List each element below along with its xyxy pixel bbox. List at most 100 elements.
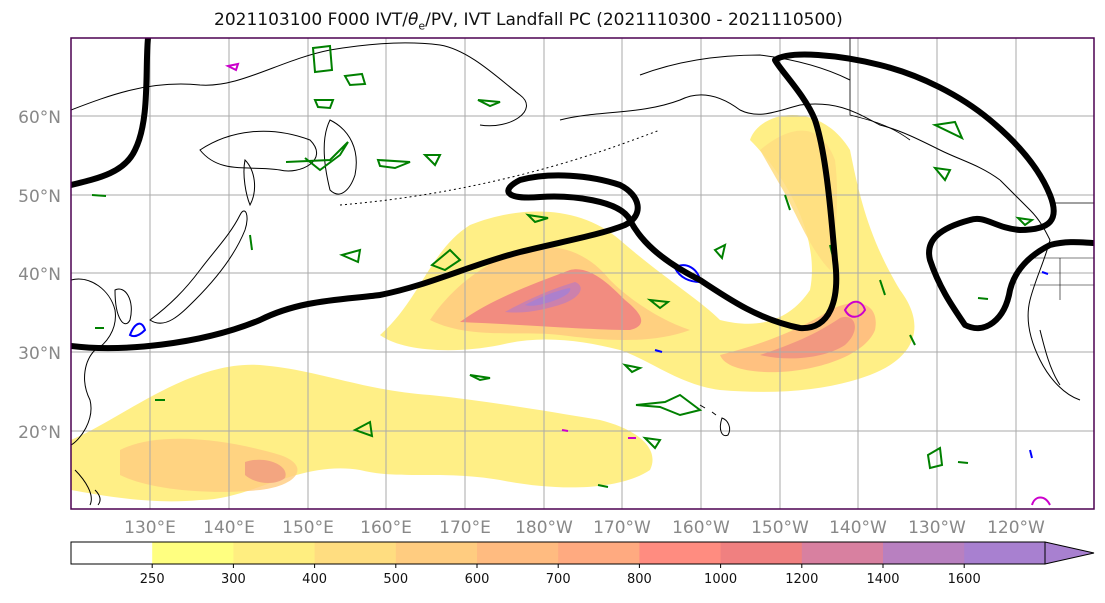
coast-canada-west xyxy=(999,179,1051,241)
theta-e-contour xyxy=(1015,216,1035,227)
colorbar-tick-label: 1400 xyxy=(866,572,899,587)
ivt-ar-inner-east xyxy=(760,316,855,359)
latitude-labels: 60°N 50°N 40°N 30°N 20°N xyxy=(18,108,61,443)
theta-e-contour xyxy=(249,234,253,251)
colorbar: 250 300 400 500 600 700 800 1000 1200 1400 1600 xyxy=(70,541,1095,587)
theta-e-contour xyxy=(469,374,491,382)
landfall-pc-main xyxy=(71,51,1094,352)
lon-label: 140°E xyxy=(203,518,255,538)
lon-label: 140°W xyxy=(829,518,887,538)
theta-e-contour xyxy=(642,436,662,450)
title-theta: θ xyxy=(407,10,419,30)
graticule xyxy=(71,38,1094,509)
title-suffix: /PV, IVT Landfall PC (2021110300 - 20211… xyxy=(425,10,843,30)
theta-e-contour xyxy=(932,166,952,182)
lat-label: 30°N xyxy=(18,344,61,364)
theta-e-contour xyxy=(477,99,501,108)
coast-alaska-north xyxy=(639,54,851,81)
lat-label: 40°N xyxy=(18,265,61,285)
coast-hawaii xyxy=(699,404,731,437)
colorbar-cell xyxy=(558,542,640,564)
theta-e-contour xyxy=(91,194,107,197)
theta-e-contour xyxy=(713,243,727,261)
pv-contour-blue xyxy=(1041,271,1049,275)
pv-contour-magenta xyxy=(843,300,867,318)
theta-e-contour xyxy=(635,393,703,417)
map-content xyxy=(71,38,1094,509)
colorbar-tick-label: 1600 xyxy=(948,572,981,587)
colorbar-tick-label: 1200 xyxy=(785,572,818,587)
coast-japan xyxy=(149,210,248,324)
coast-asia-north xyxy=(71,42,527,127)
theta-e-contour xyxy=(343,72,367,87)
lon-label: 160°E xyxy=(360,518,412,538)
lon-label: 150°E xyxy=(282,518,334,538)
theta-e-contour xyxy=(926,446,944,470)
longitude-labels: 130°E 140°E 150°E 160°E 170°E 180°W 170°… xyxy=(124,518,1045,538)
colorbar-cell xyxy=(152,542,234,564)
colorbar-cells xyxy=(71,542,1046,564)
colorbar-tick-label: 600 xyxy=(465,572,490,587)
ivt-landfall-pc-contour xyxy=(71,38,1094,352)
lat-label: 60°N xyxy=(18,108,61,128)
coastlines xyxy=(71,38,1094,506)
colorbar-cell xyxy=(71,542,153,564)
theta-e-contour xyxy=(909,334,916,346)
lon-label: 120°W xyxy=(987,518,1045,538)
lon-label: 150°W xyxy=(751,518,809,538)
title-subscript: e xyxy=(418,19,426,33)
theta-e-contour xyxy=(352,420,374,438)
pv-contour-magenta xyxy=(561,429,569,432)
coast-sakhalin xyxy=(243,158,256,207)
coast-korea xyxy=(114,288,132,325)
theta-e-contour xyxy=(422,154,442,167)
coast-philippines xyxy=(74,469,101,506)
pv-contour-magenta xyxy=(1031,496,1051,506)
lon-label: 130°E xyxy=(124,518,176,538)
colorbar-tick-label: 1000 xyxy=(704,572,737,587)
theta-e-contour xyxy=(525,213,549,224)
lon-label: 130°W xyxy=(908,518,966,538)
colorbar-cell xyxy=(720,542,803,564)
ivt-ar-north-branch xyxy=(760,130,838,270)
colorbar-tick-label: 300 xyxy=(221,572,246,587)
colorbar-tick-label: 800 xyxy=(627,572,652,587)
theta-e-contour xyxy=(621,363,644,374)
ivt-southwest-max xyxy=(245,459,286,484)
theta-e-contour xyxy=(311,44,334,74)
us-state-lines xyxy=(1030,257,1094,300)
lat-label: 50°N xyxy=(18,187,61,207)
colorbar-cell xyxy=(477,542,559,564)
alaska-border xyxy=(849,38,911,141)
colorbar-tick-label: 500 xyxy=(383,572,408,587)
pv-contour-magenta xyxy=(224,62,240,72)
colorbar-cell xyxy=(639,542,722,564)
colorbar-ticks: 250 300 400 500 600 700 800 1000 1200 1400 1600 xyxy=(140,564,981,587)
theta-e-contour xyxy=(646,298,671,310)
theta-e-contour xyxy=(430,248,462,272)
pv-contour-blue xyxy=(1029,449,1033,459)
theta-e-contour xyxy=(339,248,362,264)
lon-label: 170°W xyxy=(593,518,651,538)
colorbar-tick-label: 700 xyxy=(546,572,571,587)
colorbar-tick-label: 400 xyxy=(302,572,327,587)
theta-e-contour xyxy=(931,120,964,141)
lat-label: 20°N xyxy=(18,423,61,443)
map-frame xyxy=(70,37,1095,510)
colorbar-tick-label: 250 xyxy=(140,572,165,587)
theta-e-contour xyxy=(784,194,791,211)
theta-e-contour xyxy=(313,99,335,110)
pv-contours xyxy=(128,62,1051,506)
coast-alaska xyxy=(559,94,1001,181)
lon-label: 180°W xyxy=(515,518,573,538)
ivt-ar-max xyxy=(525,288,571,306)
colorbar-cell xyxy=(883,542,965,564)
colorbar-cell xyxy=(395,542,478,564)
coast-kamchatka xyxy=(323,119,357,195)
theta-e-contour xyxy=(957,461,969,464)
theta-e-contour xyxy=(597,484,609,488)
lon-label: 170°E xyxy=(439,518,491,538)
figure-title: 2021103100 F000 IVT/θe/PV, IVT Landfall … xyxy=(0,0,1105,34)
theta-e-contour xyxy=(376,158,411,170)
